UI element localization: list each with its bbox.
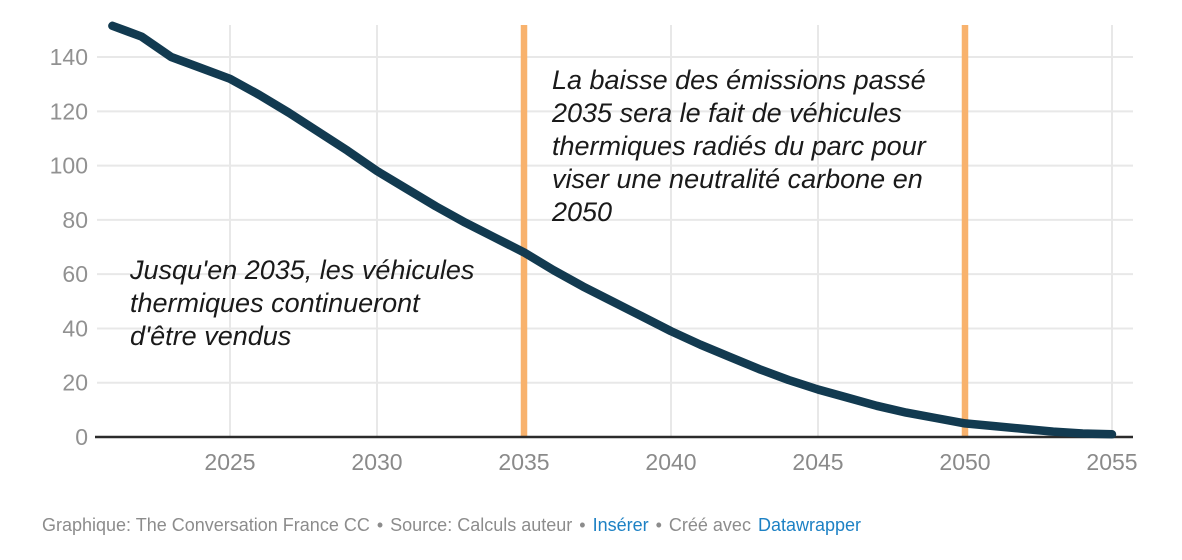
y-axis-tick-labels: 0 20 40 60 80 100 120 140 <box>50 44 88 450</box>
x-axis-tick-labels: 2025 2030 2035 2040 2045 2050 2055 <box>204 449 1137 475</box>
bullet-separator: • <box>655 515 662 535</box>
bullet-separator: • <box>579 515 586 535</box>
chart-footer: Graphique: The Conversation France CC • … <box>42 515 1162 536</box>
x-tick-label: 2030 <box>351 449 402 475</box>
x-tick-label: 2050 <box>939 449 990 475</box>
created-with-text: Créé avec <box>668 515 751 535</box>
y-tick-label: 40 <box>62 315 88 341</box>
y-tick-label: 80 <box>62 207 88 233</box>
x-tick-label: 2055 <box>1086 449 1137 475</box>
bullet-separator: • <box>376 515 384 535</box>
source-text: Source: Calculs auteur <box>390 515 573 535</box>
x-tick-label: 2040 <box>645 449 696 475</box>
y-tick-label: 120 <box>50 98 88 124</box>
annotation-before-2035: Jusqu'en 2035, les véhicules thermiques … <box>130 255 475 351</box>
annotation-after-2035: La baisse des émissions passé 2035 sera … <box>552 65 926 227</box>
y-tick-label: 140 <box>50 44 88 70</box>
embed-link[interactable]: Insérer <box>592 515 649 535</box>
emissions-line <box>108 21 1117 439</box>
x-tick-label: 2025 <box>204 449 255 475</box>
y-tick-label: 100 <box>50 153 88 179</box>
horizontal-gridlines <box>97 56 1133 384</box>
reference-lines <box>520 25 969 437</box>
credit-text: Graphique: The Conversation France CC <box>42 515 370 535</box>
y-tick-label: 60 <box>62 261 88 287</box>
x-tick-label: 2035 <box>498 449 549 475</box>
x-tick-label: 2045 <box>792 449 843 475</box>
y-tick-label: 20 <box>62 370 88 396</box>
datawrapper-link[interactable]: Datawrapper <box>757 515 862 535</box>
y-tick-label: 0 <box>75 424 88 450</box>
